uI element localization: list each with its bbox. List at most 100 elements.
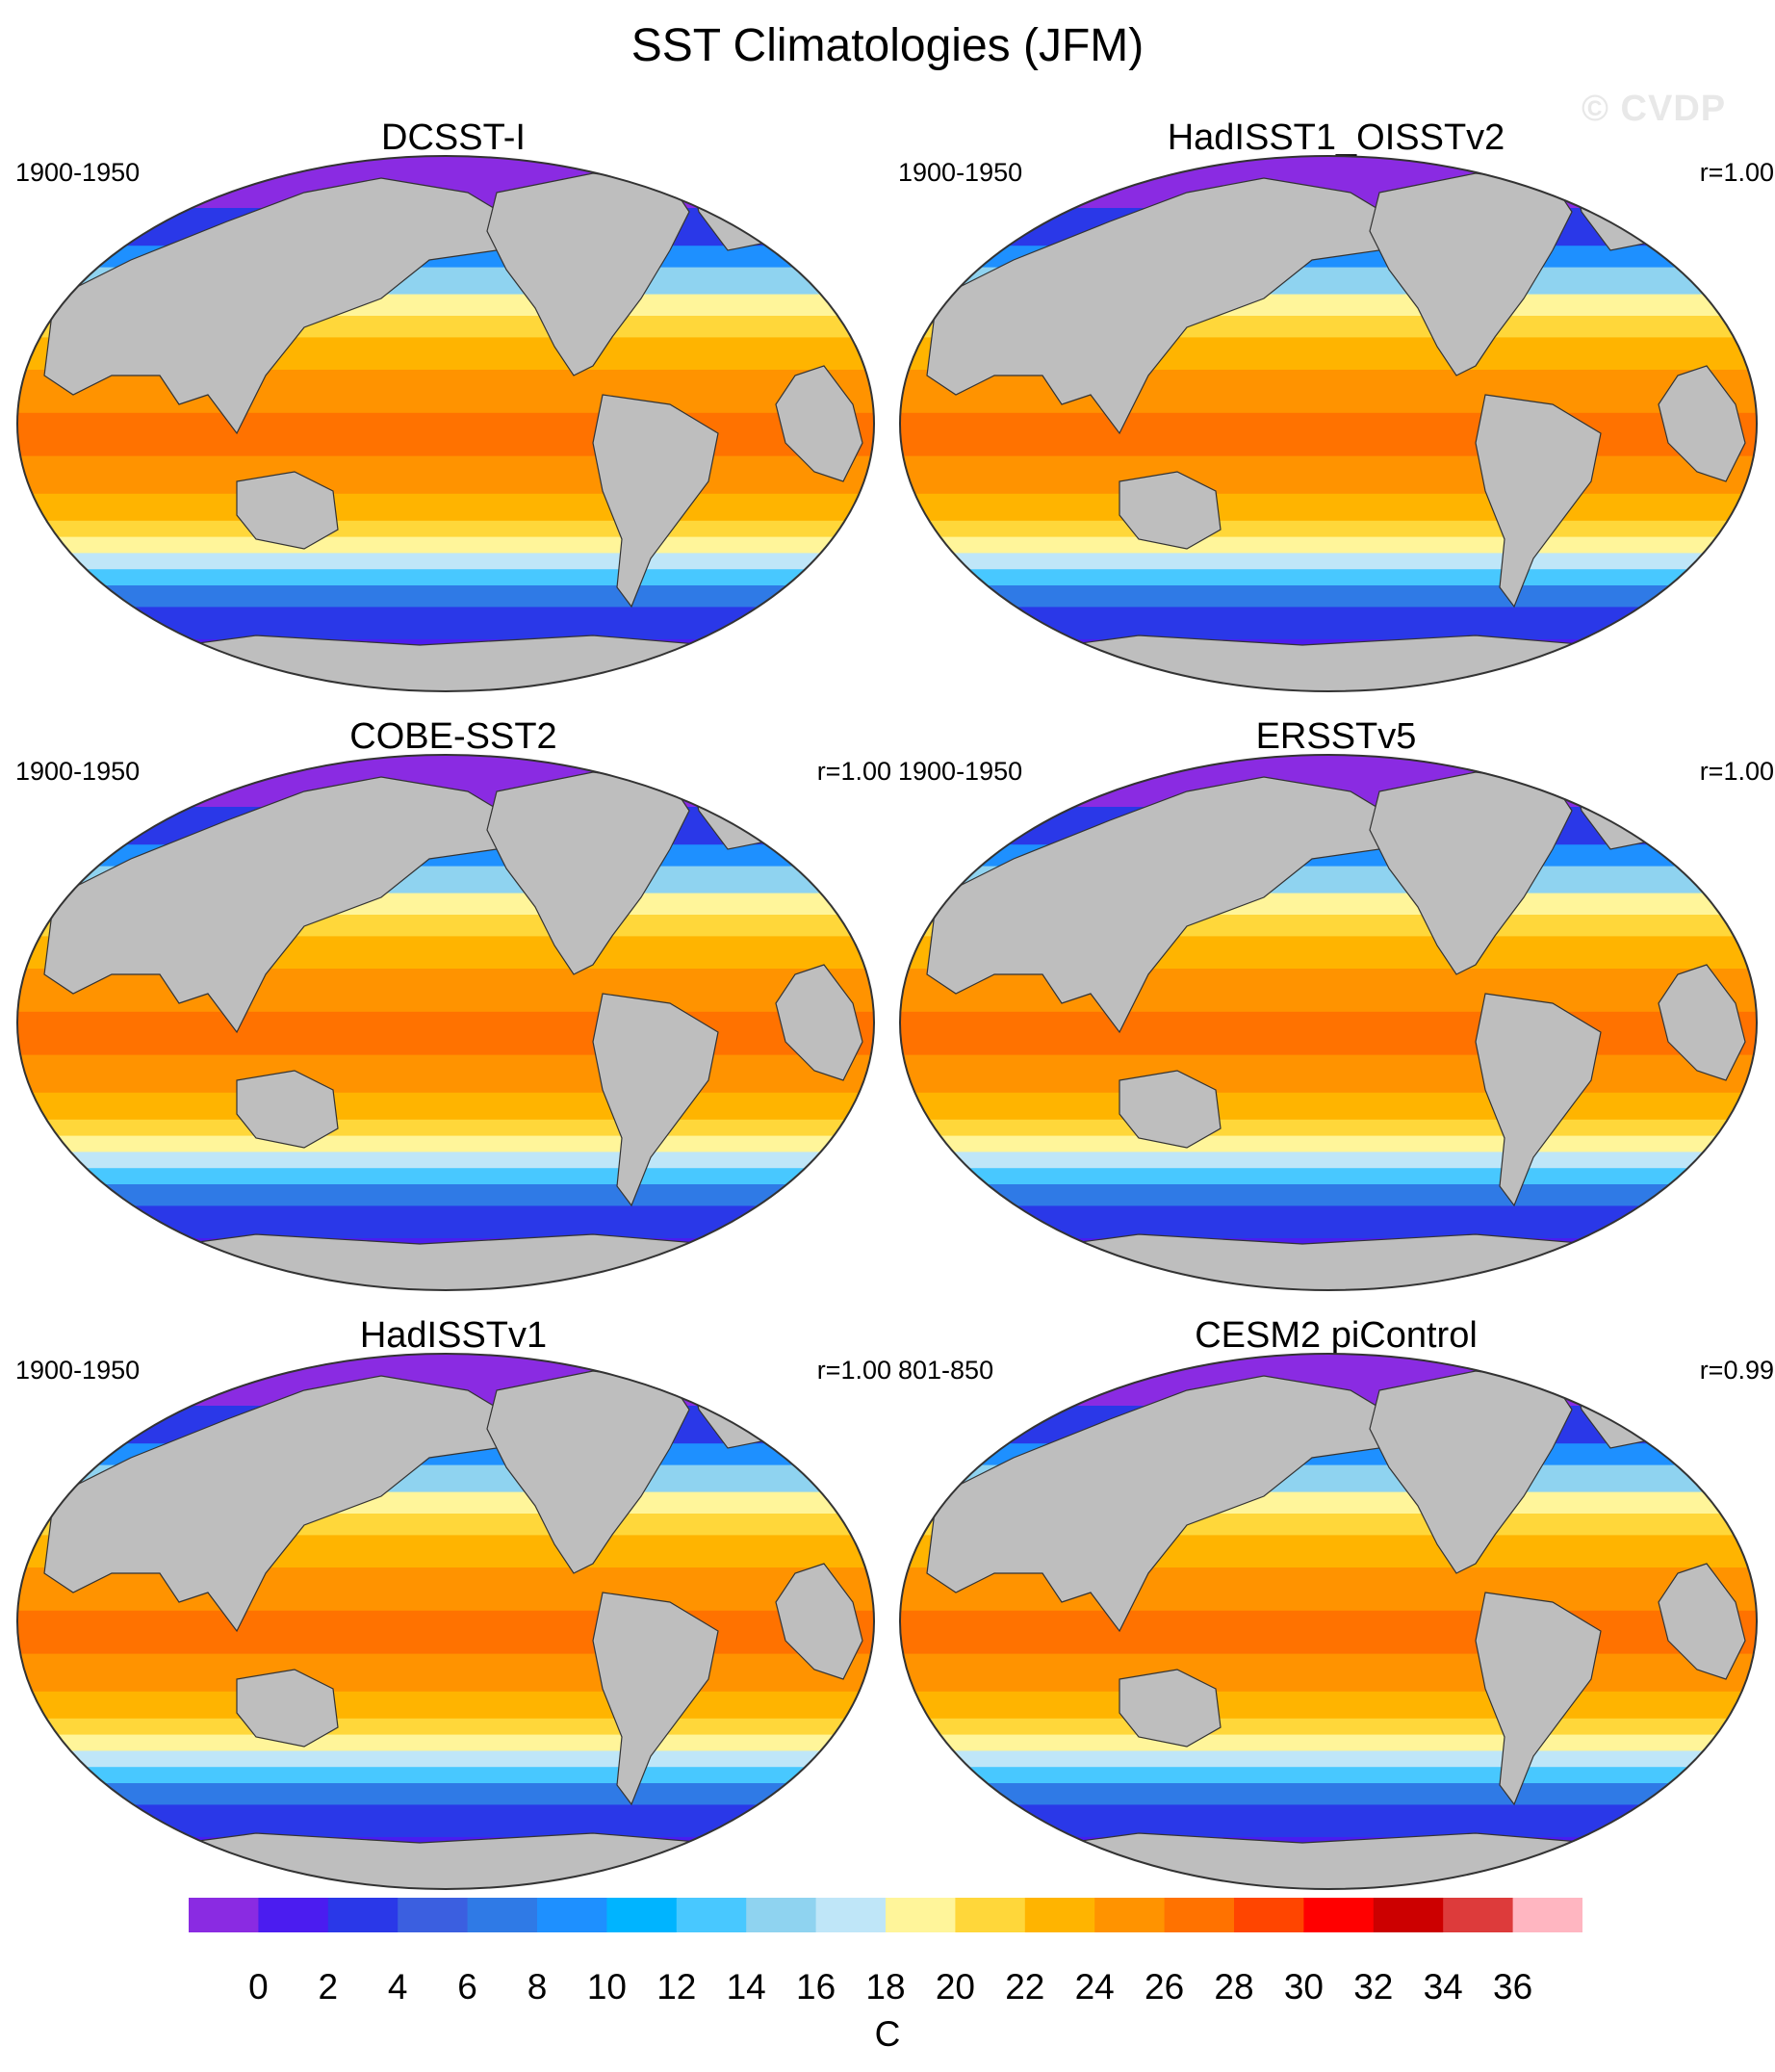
colorbar-tick-label: 32 — [1353, 1967, 1394, 2007]
panel-title: ERSSTv5 — [1255, 716, 1417, 757]
colorbar-box — [258, 1898, 329, 1932]
eurasia-landmass — [43, 177, 517, 435]
map-border — [16, 1353, 875, 1890]
map-panel-5: HadISSTv1 1900-1950 r=1.00 — [15, 1315, 891, 1890]
south-america-landmass — [592, 1592, 719, 1806]
panel-period: 1900-1950 — [15, 757, 141, 786]
panel-period: 1900-1950 — [15, 1356, 141, 1385]
africa-landmass — [1658, 964, 1746, 1081]
south-america-landmass — [592, 993, 719, 1207]
map-border — [16, 754, 875, 1291]
eurasia-landmass — [926, 1375, 1400, 1633]
map-panel-4: ERSSTv5 1900-1950 r=1.00 — [898, 716, 1774, 1291]
africa-landmass — [775, 1563, 863, 1680]
antarctica-landmass — [974, 635, 1669, 691]
africa-landmass — [1658, 365, 1746, 482]
map-panel-2: HadISST1_OISSTv2 1900-1950 r=1.00 — [898, 117, 1774, 692]
colorbar-box — [676, 1898, 747, 1932]
eurasia-landmass — [43, 776, 517, 1034]
colorbar-tick-label: 6 — [457, 1967, 477, 2007]
colorbar-tick-label: 22 — [1005, 1967, 1045, 2007]
sst-map — [16, 155, 875, 692]
sst-map — [899, 754, 1758, 1291]
colorbar-tick-label: 2 — [318, 1967, 339, 2007]
africa-landmass — [1658, 1563, 1746, 1680]
colorbar-tick-label: 36 — [1493, 1967, 1533, 2007]
panel-correlation: r=1.00 — [1699, 158, 1774, 187]
sst-map — [16, 754, 875, 1291]
colorbar-box — [1512, 1898, 1582, 1932]
colorbar-tick-label: 0 — [248, 1967, 269, 2007]
map-panel-1: DCSST-I 1900-1950 — [15, 117, 891, 692]
eurasia-landmass — [43, 1375, 517, 1633]
colorbar-tick-label: 16 — [796, 1967, 836, 2007]
panel-title: CESM2 piControl — [1195, 1315, 1478, 1356]
colorbar-tick-label: 34 — [1423, 1967, 1463, 2007]
eurasia-landmass — [926, 177, 1400, 435]
panel-title: DCSST-I — [381, 117, 526, 158]
colorbar-box — [1164, 1898, 1235, 1932]
sst-map — [899, 155, 1758, 692]
colorbar-box — [537, 1898, 607, 1932]
colorbar-box — [1234, 1898, 1304, 1932]
colorbar-box — [886, 1898, 956, 1932]
antarctica-landmass — [974, 1233, 1669, 1290]
colorbar-box — [327, 1898, 399, 1932]
antarctica-landmass — [91, 635, 786, 691]
australia-landmass — [1119, 1669, 1222, 1748]
colorbar-box — [1443, 1898, 1514, 1932]
colorbar-tick-label: 30 — [1283, 1967, 1324, 2007]
colorbar — [189, 1898, 1582, 1932]
panel-correlation: r=1.00 — [816, 757, 891, 786]
africa-landmass — [775, 964, 863, 1081]
africa-landmass — [775, 365, 863, 482]
panel-period: 1900-1950 — [898, 757, 1023, 786]
cvdp-watermark: © CVDP — [1582, 89, 1727, 129]
colorbar-box — [606, 1898, 678, 1932]
colorbar-box — [1303, 1898, 1375, 1932]
colorbar-box — [1373, 1898, 1444, 1932]
colorbar-tick-label: 24 — [1074, 1967, 1115, 2007]
sst-map — [16, 1353, 875, 1890]
panel-correlation: r=1.00 — [816, 1356, 891, 1385]
colorbar-box — [746, 1898, 817, 1932]
australia-landmass — [1119, 1070, 1222, 1149]
panel-period: 801-850 — [898, 1356, 994, 1385]
south-america-landmass — [1475, 993, 1602, 1207]
colorbar-tick-label: 18 — [865, 1967, 906, 2007]
south-america-landmass — [1475, 394, 1602, 609]
colorbar-box — [1024, 1898, 1095, 1932]
colorbar-box — [189, 1898, 259, 1932]
colorbar-box — [398, 1898, 469, 1932]
antarctica-landmass — [974, 1832, 1669, 1889]
colorbar-tick-label: 8 — [527, 1967, 548, 2007]
colorbar-box — [467, 1898, 538, 1932]
colorbar-tick-label: 10 — [586, 1967, 627, 2007]
panel-title: HadISSTv1 — [359, 1315, 548, 1356]
map-border — [16, 155, 875, 692]
panel-correlation: r=0.99 — [1699, 1356, 1774, 1385]
panel-period: 1900-1950 — [898, 158, 1023, 187]
panel-correlation: r=1.00 — [1699, 757, 1774, 786]
australia-landmass — [1119, 471, 1222, 550]
colorbar-tick-label: 26 — [1145, 1967, 1185, 2007]
colorbar-box — [815, 1898, 887, 1932]
panel-title: COBE-SST2 — [349, 716, 557, 757]
australia-landmass — [236, 471, 339, 550]
australia-landmass — [236, 1070, 339, 1149]
australia-landmass — [236, 1669, 339, 1748]
colorbar-tick-label: 14 — [726, 1967, 766, 2007]
map-border — [899, 1353, 1758, 1890]
colorbar-tick-label: 28 — [1214, 1967, 1254, 2007]
antarctica-landmass — [91, 1233, 786, 1290]
colorbar-box — [955, 1898, 1026, 1932]
colorbar-tick-label: 4 — [387, 1967, 408, 2007]
panel-period: 1900-1950 — [15, 158, 141, 187]
eurasia-landmass — [926, 776, 1400, 1034]
antarctica-landmass — [91, 1832, 786, 1889]
panel-title: HadISST1_OISSTv2 — [1167, 117, 1505, 158]
colorbar-unit: C — [874, 2014, 901, 2054]
south-america-landmass — [1475, 1592, 1602, 1806]
map-panel-3: COBE-SST2 1900-1950 r=1.00 — [15, 716, 891, 1291]
map-panel-6: CESM2 piControl 801-850 r=0.99 — [898, 1315, 1774, 1890]
